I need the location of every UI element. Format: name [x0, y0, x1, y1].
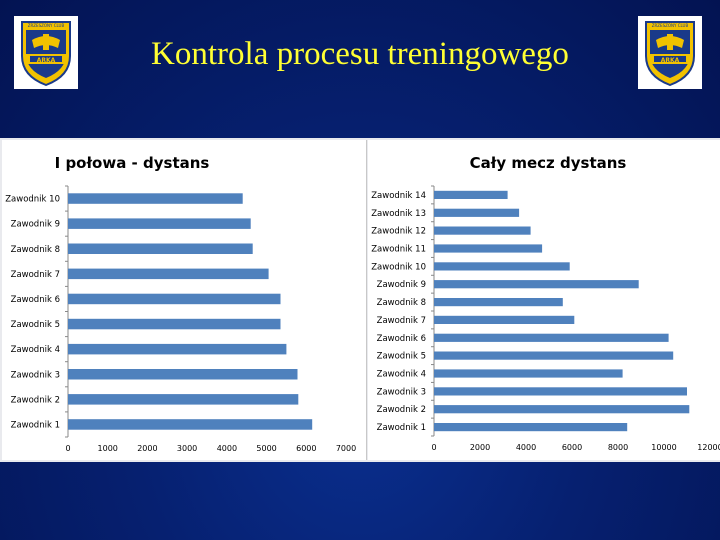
- category-label: Zawodnik 6: [11, 295, 60, 305]
- bar-zawodnik-1: [68, 419, 313, 430]
- slide-title: Kontrola procesu treningowego: [151, 36, 569, 72]
- bar-zawodnik-6: [434, 333, 669, 342]
- logo-right: ZRZESZONY CLUB ARKA: [638, 16, 702, 89]
- bar-zawodnik-7: [434, 315, 575, 324]
- chart-title-full-match: Cały mecz dystans: [469, 154, 627, 172]
- category-label: Zawodnik 7: [377, 316, 426, 326]
- logo-left: ZRZESZONY CLUB ARKA: [14, 16, 78, 89]
- category-label: Zawodnik 9: [377, 280, 426, 290]
- bar-zawodnik-4: [434, 369, 623, 378]
- svg-text:ZRZESZONY CLUB: ZRZESZONY CLUB: [28, 23, 65, 28]
- category-label: Zawodnik 12: [371, 227, 426, 237]
- bar-zawodnik-4: [68, 343, 287, 355]
- category-label: Zawodnik 9: [11, 220, 60, 230]
- bar-zawodnik-8: [434, 298, 563, 307]
- category-label: Zawodnik 2: [11, 395, 60, 405]
- category-label: Zawodnik 10: [5, 195, 60, 205]
- x-tick-label: 12000: [697, 443, 720, 452]
- bar-zawodnik-9: [68, 218, 251, 229]
- bar-zawodnik-9: [434, 280, 639, 289]
- bar-zawodnik-6: [68, 293, 281, 305]
- x-tick-label: 8000: [608, 443, 628, 452]
- bar-zawodnik-2: [434, 405, 690, 414]
- bar-zawodnik-11: [434, 244, 543, 253]
- x-tick-label: 2000: [470, 443, 490, 452]
- category-label: Zawodnik 6: [377, 334, 426, 344]
- x-tick-label: 4000: [217, 444, 237, 453]
- x-tick-label: 6000: [562, 443, 582, 452]
- category-label: Zawodnik 3: [377, 387, 426, 397]
- x-tick-label: 5000: [256, 444, 276, 453]
- category-label: Zawodnik 10: [371, 262, 426, 272]
- arka-crest-icon: ZRZESZONY CLUB ARKA: [638, 16, 702, 89]
- bar-zawodnik-12: [434, 226, 531, 235]
- bar-zawodnik-3: [434, 387, 687, 396]
- category-label: Zawodnik 8: [377, 298, 426, 308]
- x-tick-label: 6000: [296, 444, 316, 453]
- x-tick-label: 4000: [516, 443, 536, 452]
- svg-text:ZRZESZONY CLUB: ZRZESZONY CLUB: [652, 23, 689, 28]
- bar-zawodnik-2: [68, 394, 299, 405]
- chart-full-match-distance: Zawodnik 1 Zawodnik 2 Zawodnik 3 Zawodnik 4…: [371, 185, 720, 452]
- category-label: Zawodnik 7: [11, 270, 60, 280]
- category-label: Zawodnik 1: [11, 420, 60, 430]
- x-tick-label: 0: [431, 443, 436, 452]
- chart-first-half-distance: Zawodnik 1 Zawodnik 2 Zawodnik 3 Zawodnik 4…: [5, 185, 356, 453]
- bar-zawodnik-13: [434, 208, 520, 217]
- bar-zawodnik-8: [68, 243, 253, 254]
- x-tick-label: 3000: [177, 444, 197, 453]
- svg-text:ARKA: ARKA: [661, 57, 680, 64]
- bar-zawodnik-10: [434, 262, 570, 271]
- svg-text:ARKA: ARKA: [37, 57, 56, 64]
- x-tick-label: 1000: [98, 444, 118, 453]
- category-label: Zawodnik 13: [371, 209, 426, 219]
- bar-zawodnik-1: [434, 423, 628, 432]
- bar-zawodnik-7: [68, 268, 269, 280]
- bar-zawodnik-10: [68, 193, 243, 204]
- category-label: Zawodnik 11: [371, 245, 426, 255]
- bar-zawodnik-3: [68, 369, 298, 380]
- chart-panel-full-match: Cały mecz dystans Zawodnik 1 Zawodnik 2 Za…: [368, 140, 720, 460]
- arka-crest-icon: ZRZESZONY CLUB ARKA: [14, 16, 78, 89]
- category-label: Zawodnik 8: [11, 245, 60, 255]
- category-label: Zawodnik 2: [377, 405, 426, 415]
- category-label: Zawodnik 14: [371, 191, 426, 201]
- chart-title-first-half: I połowa - dystans: [54, 154, 210, 172]
- category-label: Zawodnik 1: [377, 423, 426, 433]
- x-tick-label: 7000: [336, 444, 356, 453]
- x-tick-label: 10000: [651, 443, 676, 452]
- bar-zawodnik-5: [68, 318, 281, 330]
- category-label: Zawodnik 5: [377, 352, 426, 362]
- x-tick-label: 2000: [137, 444, 157, 453]
- bar-zawodnik-5: [434, 351, 674, 360]
- category-label: Zawodnik 5: [11, 320, 60, 330]
- bar-zawodnik-14: [434, 190, 508, 199]
- category-label: Zawodnik 3: [11, 370, 60, 380]
- category-label: Zawodnik 4: [377, 370, 426, 380]
- category-label: Zawodnik 4: [11, 345, 60, 355]
- x-tick-label: 0: [65, 444, 70, 453]
